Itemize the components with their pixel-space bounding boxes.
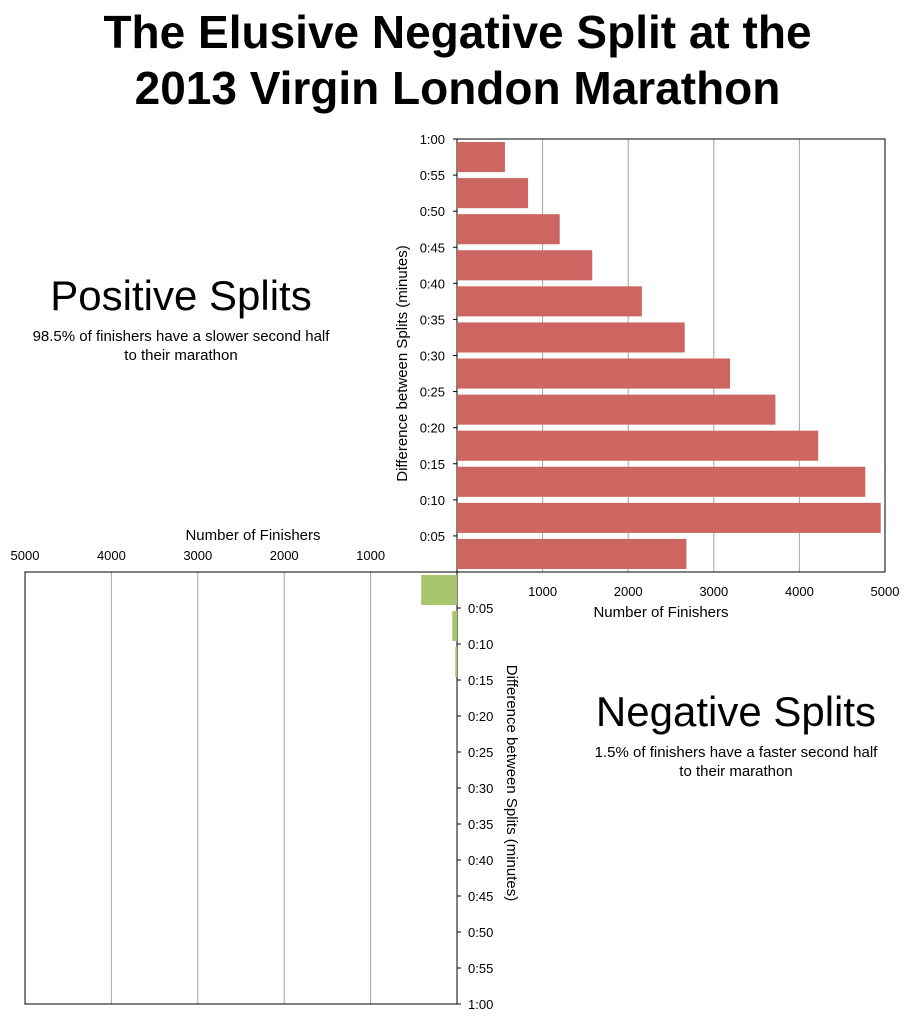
negative-splits-chart: 0:05 0:10 0:15 0:20 0:25 0:30 0:35 0:40 0:45 0:50… xyxy=(11,527,520,1012)
positive-bar-0-15 xyxy=(457,466,866,497)
negative-plot-frame xyxy=(24,571,458,1005)
chart-title: The Elusive Negative Split at the 2013 V… xyxy=(0,4,915,116)
positive-y-tick-label: 0:35 xyxy=(420,312,445,327)
negative-y-axis-label: Difference between Splits (minutes) xyxy=(503,665,520,902)
positive-y-tick-label: 0:10 xyxy=(420,493,445,508)
negative-x-tick-label: 5000 xyxy=(11,548,40,563)
negative-y-tick-label: 0:45 xyxy=(468,889,493,904)
negative-x-tick-label: 2000 xyxy=(270,548,299,563)
negative-y-tick-label: 1:00 xyxy=(468,997,493,1012)
positive-bar-0-40 xyxy=(457,286,642,317)
chart-title-line-2: 2013 Virgin London Marathon xyxy=(134,62,781,114)
positive-y-tick-label: 0:25 xyxy=(420,385,445,400)
negative-splits-heading: Negative Splits xyxy=(595,688,877,735)
positive-bar-0-20 xyxy=(457,430,819,461)
negative-y-tick-label: 0:10 xyxy=(468,637,493,652)
positive-y-tick-label: 0:20 xyxy=(420,421,445,436)
positive-bar-0-30 xyxy=(457,358,731,389)
negative-y-tick-label: 0:35 xyxy=(468,817,493,832)
positive-y-tick-label: 0:05 xyxy=(420,529,445,544)
positive-bar-0-45 xyxy=(457,250,593,281)
negative-splits-note: 1.5% of finishers have a faster second h… xyxy=(594,744,878,780)
positive-splits-chart: 1:00 0:55 0:50 0:45 0:40 0:35 0:30 0:25 0:20 0:15… xyxy=(394,132,899,621)
negative-y-tick-label: 0:50 xyxy=(468,925,493,940)
negative-y-tick-label: 0:25 xyxy=(468,745,493,760)
negative-y-tick-label: 0:40 xyxy=(468,853,493,868)
negative-bar-0-10 xyxy=(452,611,457,641)
negative-y-tick-label: 0:30 xyxy=(468,781,493,796)
positive-x-tick-label: 2000 xyxy=(614,584,643,599)
negative-x-tick-label: 4000 xyxy=(97,548,126,563)
negative-x-tick-label: 3000 xyxy=(183,548,212,563)
positive-x-axis-label: Number of Finishers xyxy=(593,604,728,621)
positive-bar-0-55 xyxy=(457,178,529,209)
positive-y-tick-label: 0:45 xyxy=(420,240,445,255)
positive-y-tick-label: 1:00 xyxy=(420,132,445,147)
positive-splits-heading: Positive Splits xyxy=(50,272,312,319)
positive-y-axis-label: Difference between Splits (minutes) xyxy=(394,245,411,482)
positive-y-tick-label: 0:50 xyxy=(420,204,445,219)
positive-y-tick-label: 0:15 xyxy=(420,457,445,472)
negative-y-tick-label: 0:15 xyxy=(468,673,493,688)
positive-y-tick-label: 0:30 xyxy=(420,349,445,364)
positive-x-tick-label: 5000 xyxy=(871,584,900,599)
positive-bar-0-25 xyxy=(457,394,776,425)
negative-y-tick-label: 0:05 xyxy=(468,601,493,616)
negative-bar-0-15 xyxy=(455,647,457,677)
positive-bar-0-50 xyxy=(457,214,560,245)
positive-y-tick-label: 0:40 xyxy=(420,276,445,291)
positive-x-tick-label: 1000 xyxy=(528,584,557,599)
chart-title-line-1: The Elusive Negative Split at the xyxy=(103,6,812,58)
negative-x-axis-label: Number of Finishers xyxy=(185,527,320,544)
positive-bar-1-00 xyxy=(457,142,505,173)
negative-bar-0-05 xyxy=(421,575,457,605)
negative-y-tick-label: 0:55 xyxy=(468,961,493,976)
positive-y-tick-label: 0:55 xyxy=(420,168,445,183)
positive-bar-0-05 xyxy=(457,538,687,569)
positive-bar-0-35 xyxy=(457,322,685,353)
positive-x-tick-label: 3000 xyxy=(699,584,728,599)
positive-splits-note: 98.5% of finishers have a slower second … xyxy=(32,328,330,364)
negative-x-tick-label: 1000 xyxy=(356,548,385,563)
positive-x-tick-label: 4000 xyxy=(785,584,814,599)
positive-bar-0-10 xyxy=(457,502,881,533)
negative-y-tick-label: 0:20 xyxy=(468,709,493,724)
